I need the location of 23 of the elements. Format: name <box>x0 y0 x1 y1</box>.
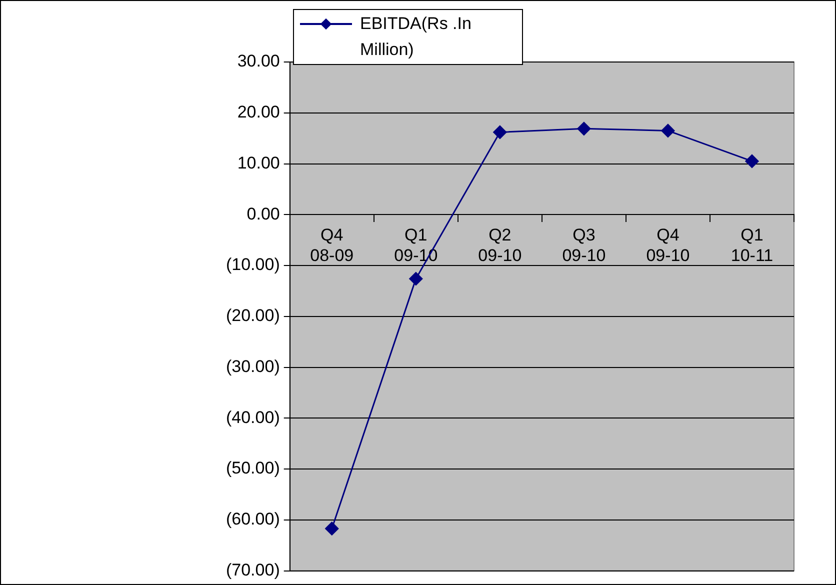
y-tick-label: (20.00) <box>226 306 280 326</box>
point <box>325 522 339 536</box>
y-tick-label: 0.00 <box>246 204 280 224</box>
x-tick-label: Q4 08-09 <box>310 226 354 265</box>
x-tick-label: Q1 10-11 <box>730 226 774 265</box>
point <box>661 124 675 138</box>
y-tick-label: (30.00) <box>226 356 280 376</box>
y-tick-label: (10.00) <box>226 255 280 274</box>
x-tick-label: Q3 09-10 <box>562 226 606 265</box>
y-tick-label: (50.00) <box>226 458 280 478</box>
y-tick-label: 10.00 <box>237 153 280 172</box>
y-tick-label: (60.00) <box>226 510 280 529</box>
legend-label: EBITDA(Rs .In Million) <box>360 13 472 61</box>
point <box>577 122 591 136</box>
x-tick-label: Q2 09-10 <box>478 226 522 265</box>
y-tick-label: 30.00 <box>237 52 280 71</box>
point <box>745 154 759 168</box>
y-tick-label: (40.00) <box>226 408 280 427</box>
x-tick-label: Q4 09-10 <box>646 226 690 265</box>
y-tick-label: (70.00) <box>226 560 280 580</box>
point <box>493 125 507 139</box>
point <box>409 272 423 286</box>
y-tick-label: 20.00 <box>237 102 280 122</box>
